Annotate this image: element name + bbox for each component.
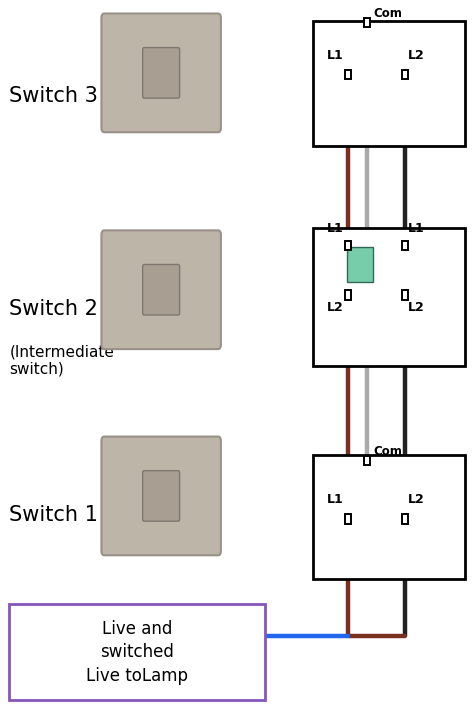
Bar [402, 515, 408, 523]
Text: (Intermediate
switch): (Intermediate switch) [9, 344, 114, 377]
Bar [345, 290, 351, 300]
Text: L1: L1 [327, 493, 344, 506]
Bar [402, 240, 408, 250]
Text: Com: Com [373, 445, 402, 458]
Text: L1: L1 [327, 223, 344, 235]
Text: L2: L2 [327, 301, 344, 314]
Text: Switch 3: Switch 3 [9, 86, 99, 106]
Bar [402, 290, 408, 300]
Bar [313, 455, 465, 579]
Text: Switch 2: Switch 2 [9, 299, 99, 319]
Text: L2: L2 [408, 301, 424, 314]
Text: L2: L2 [408, 49, 424, 62]
Bar [365, 18, 371, 27]
Bar [345, 240, 351, 250]
Bar [402, 70, 408, 79]
Bar [9, 604, 265, 700]
Bar [313, 228, 465, 366]
FancyBboxPatch shape [101, 437, 221, 555]
Text: L1: L1 [408, 223, 424, 235]
FancyBboxPatch shape [101, 14, 221, 132]
FancyBboxPatch shape [101, 230, 221, 349]
Text: Com: Com [373, 7, 402, 20]
Text: Live and
switched
Live toLamp: Live and switched Live toLamp [86, 620, 189, 685]
Bar [365, 456, 371, 466]
Text: L2: L2 [408, 493, 424, 506]
FancyBboxPatch shape [143, 48, 180, 98]
Text: Switch 1: Switch 1 [9, 506, 99, 525]
Text: L1: L1 [327, 49, 344, 62]
Bar [347, 247, 374, 282]
Bar [345, 70, 351, 79]
FancyBboxPatch shape [143, 264, 180, 315]
FancyBboxPatch shape [143, 471, 180, 521]
Bar [345, 515, 351, 523]
Bar [313, 21, 465, 146]
